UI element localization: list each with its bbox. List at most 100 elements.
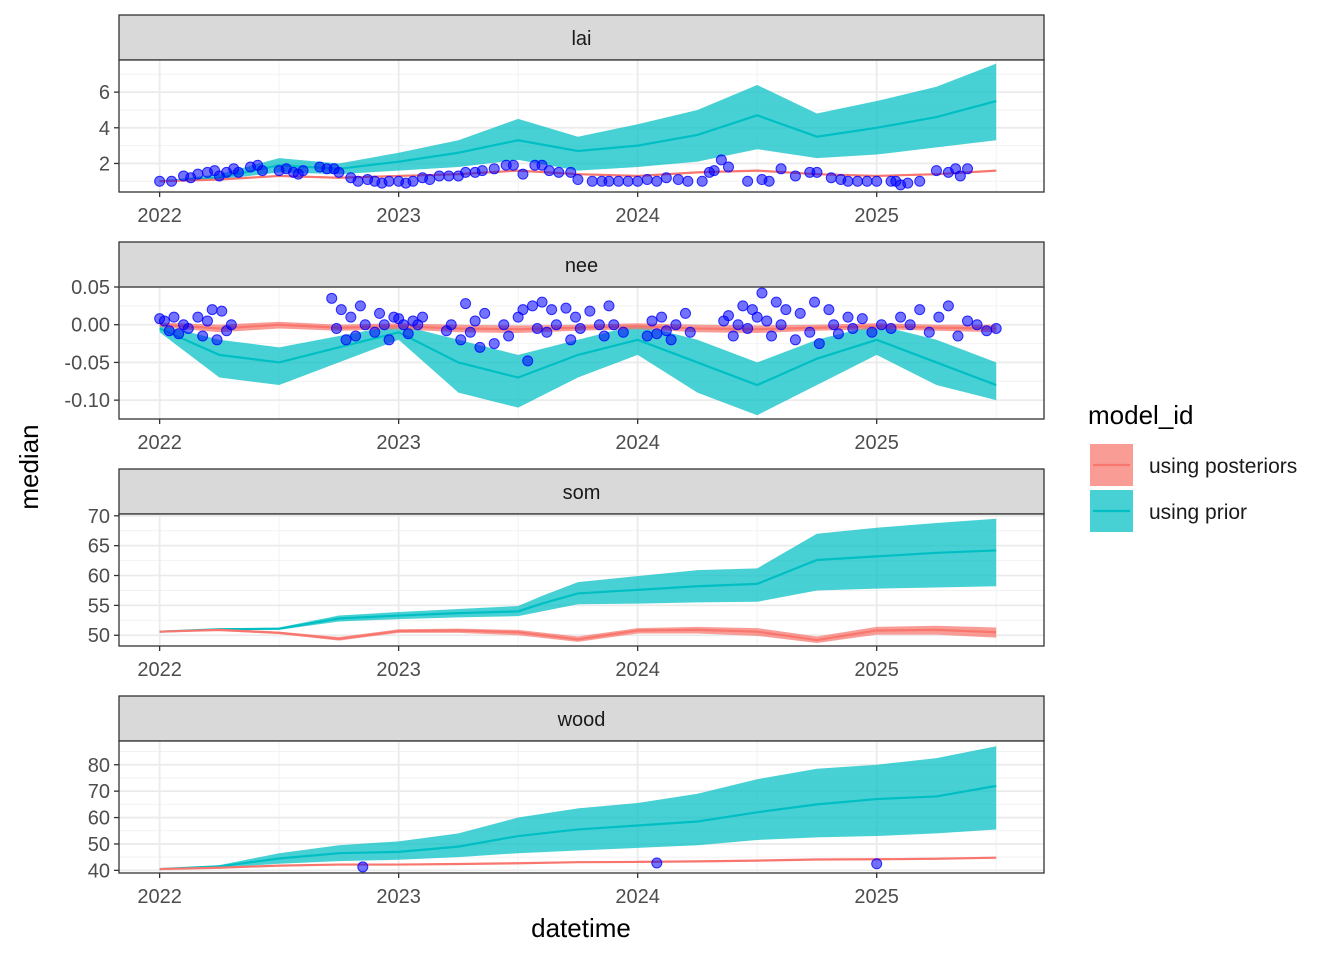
- observation-point: [359, 319, 371, 331]
- observation-point: [326, 292, 338, 304]
- observation-point: [460, 298, 472, 310]
- facet-strip: [118, 14, 1045, 61]
- observation-point: [354, 300, 366, 312]
- observation-point: [517, 304, 529, 316]
- observation-point: [522, 355, 534, 367]
- observation-point: [211, 334, 223, 346]
- observation-point: [962, 315, 974, 327]
- panel-border: [118, 513, 1045, 647]
- y-tick-label: 50: [88, 834, 110, 856]
- observation-point: [460, 166, 472, 178]
- observation-point: [378, 319, 390, 331]
- observation-point: [761, 315, 773, 327]
- observation-point: [632, 175, 644, 187]
- observation-point: [166, 175, 178, 187]
- observation-point: [775, 319, 787, 331]
- observation-point: [233, 166, 245, 178]
- observation-point: [256, 165, 268, 177]
- observation-point: [981, 325, 993, 337]
- x-tick-label: 2024: [615, 205, 660, 227]
- observation-point: [684, 326, 696, 338]
- observation-point: [651, 175, 663, 187]
- observation-point: [842, 311, 854, 323]
- facet-lai: lai 2 4 6 2022 2023 2024 2025: [99, 14, 1045, 227]
- facet-strip-label: som: [563, 482, 601, 504]
- x-tick-label: 2024: [615, 886, 660, 908]
- ribbon-using-prior: [159, 518, 997, 632]
- x-tick-label: 2025: [854, 659, 899, 681]
- observation-point: [474, 341, 486, 353]
- observation-point: [842, 175, 854, 187]
- observation-point: [823, 304, 835, 316]
- observation-point: [756, 287, 768, 299]
- observation-point: [345, 311, 357, 323]
- observation-point: [856, 313, 868, 325]
- facet-nee: nee 0.05 0.00 -0.05 -0.10 2022 2023 2024 2025: [64, 241, 1045, 454]
- observation-point: [780, 304, 792, 316]
- observation-point: [722, 310, 734, 322]
- observation-point: [333, 166, 345, 178]
- observation-point: [163, 325, 175, 337]
- observation-point: [861, 175, 873, 187]
- y-tick-label: -0.05: [64, 352, 110, 374]
- observation-point: [641, 330, 653, 342]
- panel-border: [118, 286, 1045, 420]
- facet-panels: lai 2 4 6 2022 2023 2024 2025 nee 0.05 0.00 -0.05 -0…: [64, 14, 1045, 908]
- x-tick-label: 2022: [137, 205, 182, 227]
- y-tick-label: 65: [88, 536, 110, 558]
- plot-data: [159, 518, 997, 644]
- observation-point: [498, 319, 510, 331]
- facet-wood: wood 40 50 60 70 80 2022 2023 2024 2025: [88, 695, 1045, 908]
- observation-point: [402, 328, 414, 340]
- observation-point: [670, 319, 682, 331]
- observation-point: [593, 319, 605, 331]
- observation-point: [742, 322, 754, 334]
- observation-point: [488, 163, 500, 175]
- observation-point: [536, 296, 548, 308]
- observation-point: [651, 857, 663, 869]
- observation-point: [871, 175, 883, 187]
- observation-point: [572, 174, 584, 186]
- observation-point: [543, 165, 555, 177]
- observation-point: [828, 319, 840, 331]
- observation-point: [727, 330, 739, 342]
- observation-point: [962, 163, 974, 175]
- observation-point: [646, 315, 658, 327]
- observation-point: [433, 170, 445, 182]
- observation-point: [173, 328, 185, 340]
- y-tick-label: 80: [88, 755, 110, 777]
- observation-point: [789, 334, 801, 346]
- observation-point: [503, 330, 515, 342]
- observation-point: [383, 175, 395, 187]
- ribbon-using-posteriors: [159, 625, 997, 644]
- observation-point: [954, 170, 966, 182]
- observation-point: [570, 311, 582, 323]
- observation-point: [971, 319, 983, 331]
- facet-strip-label: wood: [557, 709, 606, 731]
- observation-point: [357, 861, 369, 873]
- observation-point: [335, 304, 347, 316]
- x-tick-label: 2023: [376, 659, 421, 681]
- facet-som: som 50 55 60 65 70 2022 2023 2024 2025: [88, 468, 1045, 681]
- observation-point: [832, 328, 844, 340]
- y-tick-label: 0.00: [71, 315, 110, 337]
- observation-point: [804, 326, 816, 338]
- observation-point: [866, 326, 878, 338]
- observation-point: [553, 166, 565, 178]
- observation-point: [895, 311, 907, 323]
- observation-point: [598, 330, 610, 342]
- y-tick-label: 70: [88, 781, 110, 803]
- observation-point: [715, 154, 727, 166]
- observation-point: [527, 300, 539, 312]
- observation-point: [651, 328, 663, 340]
- observation-point: [546, 304, 558, 316]
- median-line-using-posteriors: [159, 856, 997, 871]
- observation-point: [565, 334, 577, 346]
- legend-items: using posteriors using prior: [1090, 444, 1297, 532]
- y-tick-label: 2: [99, 153, 110, 175]
- observation-point: [933, 311, 945, 323]
- ribbon-using-prior: [159, 63, 997, 182]
- observation-point: [397, 319, 409, 331]
- x-tick-label: 2024: [615, 432, 660, 454]
- y-tick-label: 0.05: [71, 277, 110, 299]
